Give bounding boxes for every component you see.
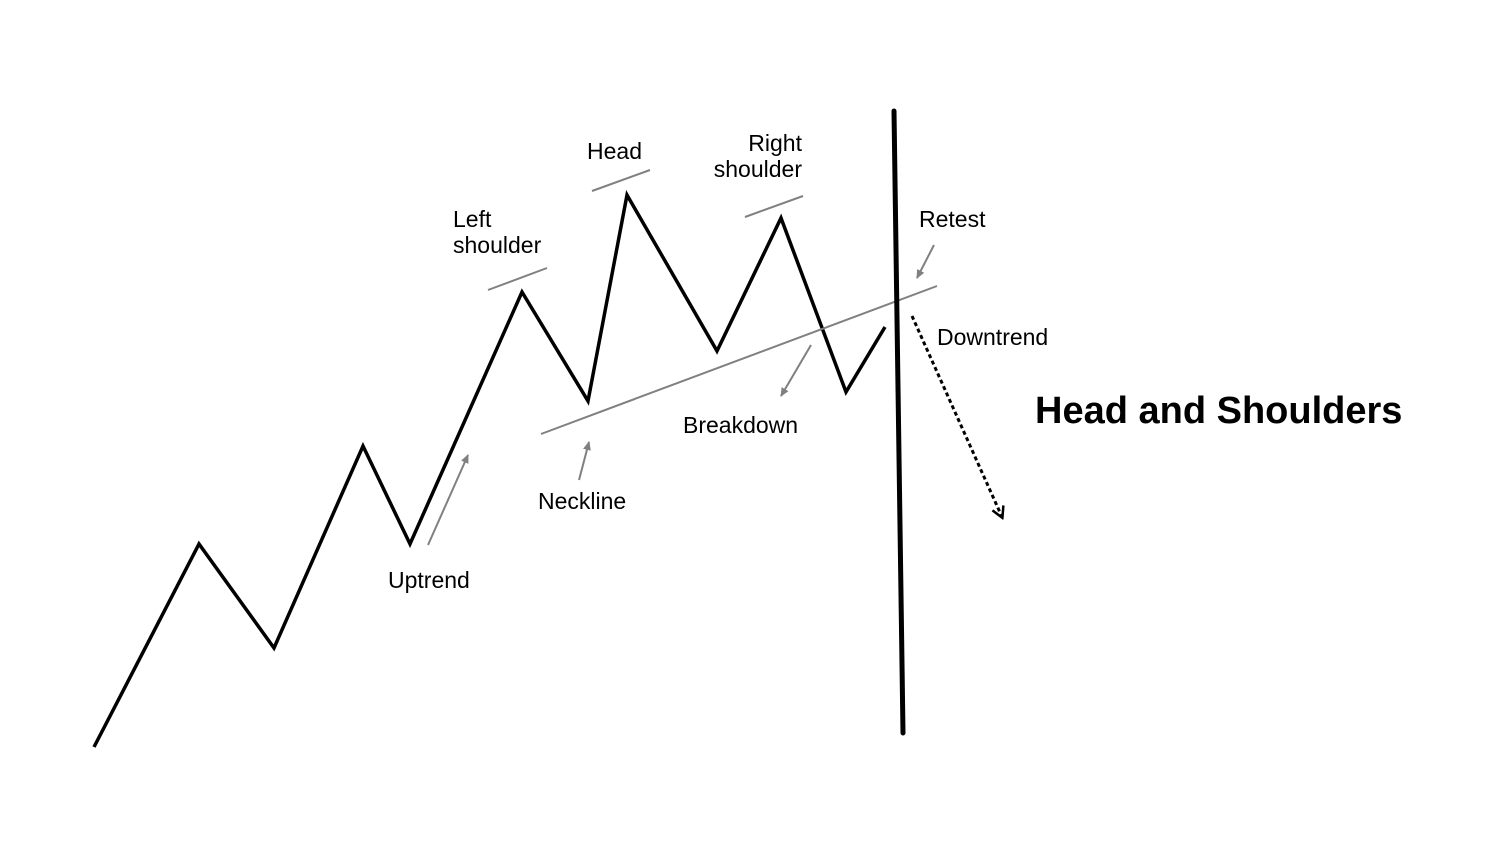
left-shoulder-label-line2: shoulder [453, 232, 542, 258]
head-label: Head [587, 138, 642, 164]
neckline-arrow [578, 441, 591, 481]
neckline-line [540, 285, 938, 435]
downtrend-label: Downtrend [937, 324, 1048, 350]
price-line [92, 190, 887, 748]
downtrend-arrow [910, 315, 1002, 517]
left-shoulder-label: Left [453, 206, 492, 232]
head-tick [591, 169, 651, 192]
right-shoulder-label: Right [748, 130, 802, 156]
retest-arrow [916, 244, 935, 279]
diagram-title: Head and Shoulders [1035, 390, 1402, 432]
breakdown-arrow [780, 344, 812, 397]
neckline-label: Neckline [538, 488, 626, 514]
breakout-divider [891, 108, 906, 736]
left-shoulder-tick [487, 267, 548, 291]
uptrend-label: Uptrend [388, 567, 470, 593]
breakdown-label: Breakdown [683, 412, 798, 438]
uptrend-arrow [427, 454, 469, 546]
retest-label: Retest [919, 206, 986, 232]
right-shoulder-tick [744, 195, 804, 218]
right-shoulder-label-line2: shoulder [714, 156, 803, 182]
